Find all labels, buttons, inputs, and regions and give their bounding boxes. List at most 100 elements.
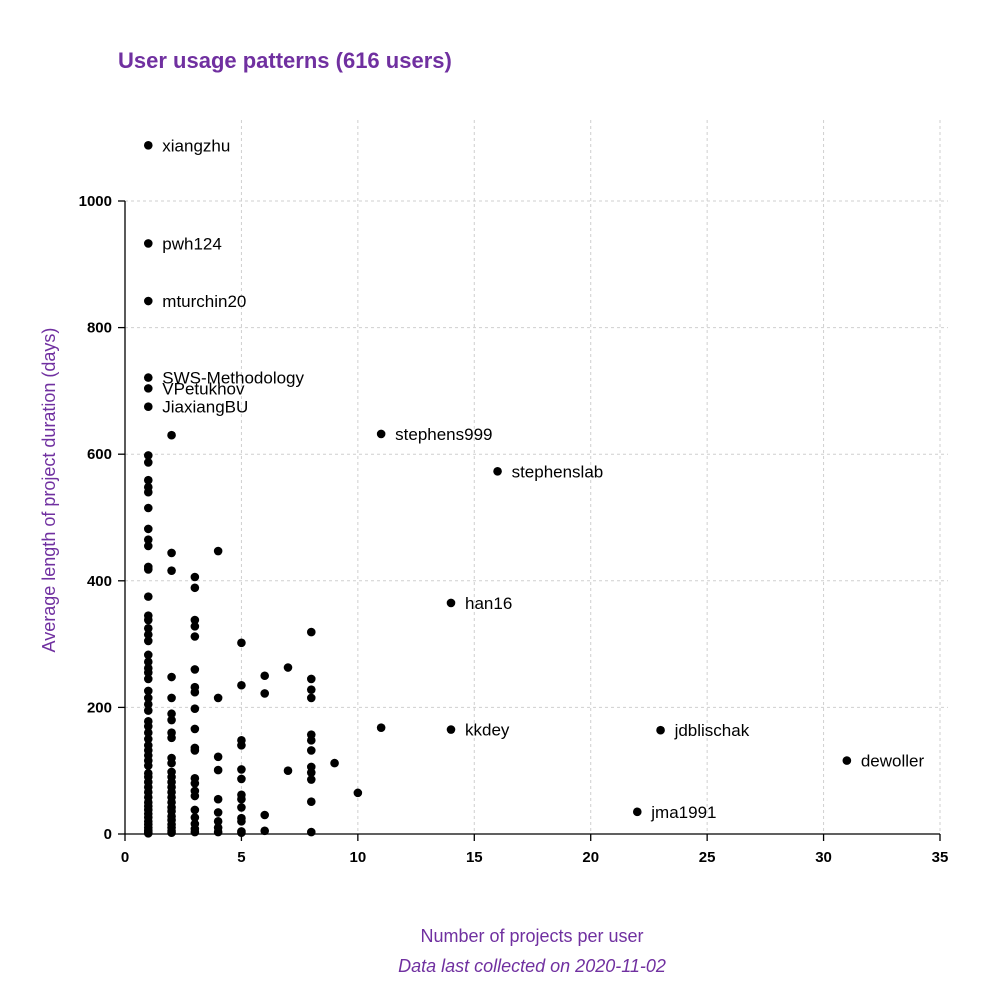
data-point bbox=[167, 672, 176, 682]
data-point bbox=[190, 622, 200, 631]
data-point bbox=[143, 524, 153, 534]
data-point bbox=[190, 724, 200, 734]
data-point bbox=[143, 503, 153, 513]
labeled-data-point bbox=[376, 429, 386, 439]
labeled-data-point bbox=[143, 140, 153, 150]
data-point bbox=[260, 689, 270, 698]
point-label: SWS-Methodology bbox=[162, 369, 304, 388]
data-point bbox=[143, 650, 153, 660]
data-points bbox=[143, 140, 852, 838]
x-axis-title: Number of projects per user bbox=[420, 926, 643, 946]
data-point bbox=[260, 826, 270, 836]
labeled-data-point bbox=[842, 756, 852, 765]
data-point bbox=[143, 761, 153, 770]
x-tick-label: 15 bbox=[466, 849, 483, 866]
data-point bbox=[190, 791, 200, 801]
labeled-data-point bbox=[143, 239, 153, 248]
data-point bbox=[213, 827, 223, 837]
data-point bbox=[306, 768, 316, 777]
point-label: kkdey bbox=[465, 721, 510, 740]
y-tick-label: 200 bbox=[87, 699, 112, 716]
data-point bbox=[306, 746, 316, 755]
data-point bbox=[143, 693, 153, 703]
labeled-data-point bbox=[493, 466, 502, 476]
labeled-data-point bbox=[143, 373, 153, 382]
data-point bbox=[306, 797, 316, 807]
data-point bbox=[260, 671, 270, 681]
data-point bbox=[213, 808, 223, 817]
data-point bbox=[143, 734, 153, 744]
data-point bbox=[306, 775, 316, 784]
data-point bbox=[237, 680, 246, 690]
data-point bbox=[143, 541, 153, 551]
data-point bbox=[306, 627, 316, 637]
data-point bbox=[306, 827, 316, 837]
x-tick-label: 20 bbox=[582, 849, 599, 866]
data-point bbox=[213, 693, 223, 703]
data-point bbox=[213, 752, 223, 762]
point-label: stephenslab bbox=[512, 462, 604, 481]
data-point bbox=[167, 709, 176, 719]
data-point bbox=[190, 779, 200, 788]
y-tick-label: 800 bbox=[87, 320, 112, 337]
data-point bbox=[167, 733, 176, 743]
data-point bbox=[143, 636, 153, 646]
data-point bbox=[190, 827, 200, 837]
data-point bbox=[167, 828, 176, 838]
data-point bbox=[306, 736, 316, 745]
data-point bbox=[353, 788, 363, 798]
y-axis-title: Average length of project duration (days… bbox=[39, 328, 59, 653]
data-point bbox=[143, 615, 153, 625]
data-point bbox=[143, 630, 153, 639]
data-point bbox=[213, 546, 223, 556]
point-label: pwh124 bbox=[162, 234, 222, 253]
data-point bbox=[190, 583, 200, 593]
data-point bbox=[143, 686, 153, 696]
data-point bbox=[376, 723, 386, 732]
data-point bbox=[190, 615, 200, 625]
data-point bbox=[190, 572, 200, 582]
labeled-data-point bbox=[446, 598, 456, 608]
point-label: xiangzhu bbox=[162, 136, 230, 155]
data-point bbox=[143, 722, 153, 731]
x-tick-label: 30 bbox=[815, 849, 832, 866]
point-label: VPetukhov bbox=[162, 379, 245, 398]
data-point bbox=[190, 746, 200, 755]
data-point bbox=[143, 487, 153, 497]
y-tick-label: 400 bbox=[87, 573, 112, 590]
data-point bbox=[190, 665, 200, 674]
data-point bbox=[143, 728, 153, 738]
y-tick-label: 0 bbox=[104, 826, 112, 843]
point-label: stephens999 bbox=[395, 425, 492, 444]
data-point bbox=[213, 817, 223, 826]
y-tick-label: 600 bbox=[87, 446, 112, 463]
data-point bbox=[190, 632, 200, 641]
x-tick-label: 25 bbox=[699, 849, 716, 866]
x-tick-label: 0 bbox=[121, 849, 129, 866]
data-point bbox=[143, 699, 153, 709]
grid-lines bbox=[125, 120, 948, 834]
data-point bbox=[237, 828, 246, 838]
data-point bbox=[143, 458, 153, 467]
data-point bbox=[190, 813, 200, 822]
data-point bbox=[143, 668, 153, 677]
data-point bbox=[306, 674, 316, 684]
data-point bbox=[143, 451, 153, 460]
point-labels: xiangzhu pwh124 mturchin20 SWS-MethodologyV… bbox=[162, 136, 924, 822]
data-point bbox=[237, 638, 246, 648]
data-point bbox=[167, 715, 176, 725]
point-label: mturchin20 bbox=[162, 292, 246, 311]
data-point bbox=[306, 685, 316, 694]
data-point bbox=[167, 693, 176, 703]
data-point bbox=[167, 430, 176, 440]
data-point bbox=[143, 829, 153, 838]
data-point bbox=[143, 674, 153, 684]
x-tick-label: 35 bbox=[932, 849, 949, 866]
data-point bbox=[143, 535, 153, 544]
data-point bbox=[190, 805, 200, 815]
point-label: jma1991 bbox=[650, 803, 716, 822]
point-label: jdblischak bbox=[674, 721, 750, 740]
data-point bbox=[143, 565, 153, 574]
data-point bbox=[143, 657, 153, 667]
labeled-data-point bbox=[656, 725, 665, 735]
